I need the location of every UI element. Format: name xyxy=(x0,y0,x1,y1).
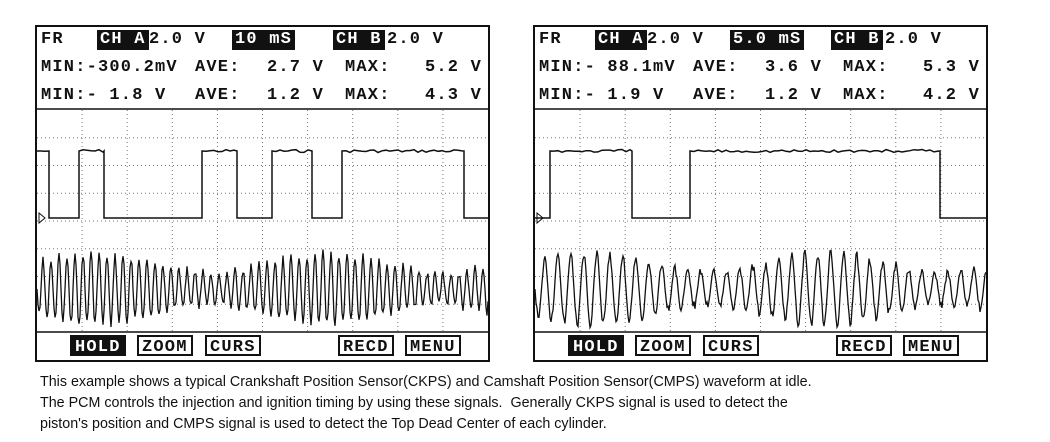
ave-label: AVE: xyxy=(195,86,241,105)
label-fr: FR xyxy=(539,30,562,49)
caption-line: The PCM controls the injection and ignit… xyxy=(40,395,788,411)
scope-display xyxy=(37,108,488,333)
ave-value: 1.2 V xyxy=(266,86,324,105)
max-value: 4.3 V xyxy=(424,86,482,105)
min-value: MIN:- 1.8 V xyxy=(41,86,167,105)
scope-display xyxy=(535,108,986,333)
button[interactable]: HOLD xyxy=(70,335,126,357)
channel-b-scale: 2.0 V xyxy=(387,30,445,49)
ave-label: AVE: xyxy=(693,58,739,77)
channel-a-wave xyxy=(535,148,986,219)
button[interactable]: CURS xyxy=(703,335,759,357)
ave-value: 3.6 V xyxy=(764,58,822,77)
channel-b-label: CH B xyxy=(831,30,883,50)
max-value: 4.2 V xyxy=(922,86,980,105)
channel-b-wave xyxy=(37,249,488,328)
min-value: MIN:-300.2mV xyxy=(41,58,178,77)
channel-b-wave xyxy=(535,249,986,331)
max-label: MAX: xyxy=(345,86,391,105)
button[interactable]: RECD xyxy=(836,335,892,357)
scope-screen: FR CH A 2.0 V 10 mS CH B 2.0 V MIN:-300.2mV AVE… xyxy=(35,25,490,362)
max-label: MAX: xyxy=(843,58,889,77)
max-label: MAX: xyxy=(345,58,391,77)
max-value: 5.2 V xyxy=(424,58,482,77)
time-base: 10 mS xyxy=(232,30,296,50)
max-label: MAX: xyxy=(843,86,889,105)
min-value: MIN:- 88.1mV xyxy=(539,58,676,77)
caption-line: piston's position and CMPS signal is use… xyxy=(40,416,607,432)
channel-a-wave xyxy=(37,148,488,219)
ave-label: AVE: xyxy=(693,86,739,105)
button[interactable]: MENU xyxy=(405,335,461,357)
channel-marker xyxy=(38,211,46,225)
channel-a-label: CH A xyxy=(595,30,647,50)
label-fr: FR xyxy=(41,30,64,49)
ave-label: AVE: xyxy=(195,58,241,77)
channel-a-scale: 2.0 V xyxy=(647,30,705,49)
button[interactable]: RECD xyxy=(338,335,394,357)
button[interactable]: HOLD xyxy=(568,335,624,357)
button[interactable]: CURS xyxy=(205,335,261,357)
button[interactable]: ZOOM xyxy=(137,335,193,357)
channel-a-scale: 2.0 V xyxy=(149,30,207,49)
max-value: 5.3 V xyxy=(922,58,980,77)
channel-a-label: CH A xyxy=(97,30,149,50)
min-value: MIN:- 1.9 V xyxy=(539,86,665,105)
caption-line: This example shows a typical Crankshaft … xyxy=(40,374,812,390)
button[interactable]: MENU xyxy=(903,335,959,357)
scope-screen: FR CH A 2.0 V 5.0 mS CH B 2.0 V MIN:- 88.1mV AV… xyxy=(533,25,988,362)
channel-b-label: CH B xyxy=(333,30,385,50)
button[interactable]: ZOOM xyxy=(635,335,691,357)
ave-value: 1.2 V xyxy=(764,86,822,105)
time-base: 5.0 mS xyxy=(730,30,805,50)
channel-marker xyxy=(536,211,544,225)
ave-value: 2.7 V xyxy=(266,58,324,77)
channel-b-scale: 2.0 V xyxy=(885,30,943,49)
